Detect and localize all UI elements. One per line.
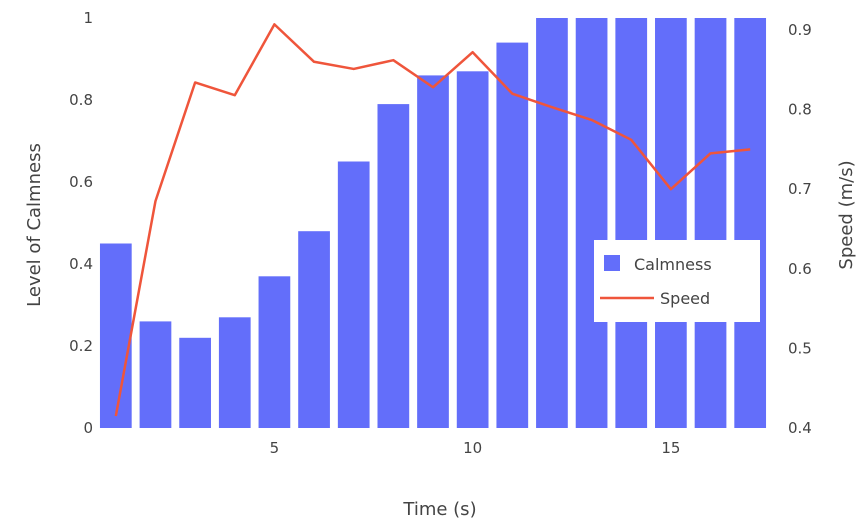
x-axis-title: Time (s) — [402, 499, 476, 520]
legend: Calmness Speed — [594, 240, 760, 322]
bar-calmness-13 — [575, 18, 608, 428]
bar-calmness-9 — [417, 75, 449, 429]
bar-calmness-16 — [694, 18, 727, 428]
y-axis-title: Level of Calmness — [24, 143, 45, 307]
y-axis-right: 0.4 0.5 0.6 0.7 0.8 0.9 — [788, 21, 812, 437]
calmness-bars — [99, 18, 767, 429]
bar-calmness-3 — [179, 337, 211, 428]
y2-tick-label: 0.8 — [788, 101, 812, 119]
y2-axis-title: Speed (m/s) — [836, 160, 857, 269]
y2-tick-label: 0.5 — [788, 339, 812, 357]
bar-calmness-11 — [496, 42, 529, 428]
speed-line-layer — [114, 23, 751, 417]
bar-calmness-14 — [615, 18, 648, 428]
y2-tick-label: 0.7 — [788, 180, 812, 198]
y-tick-label: 0.8 — [69, 91, 93, 109]
y2-tick-label: 0.9 — [788, 21, 812, 39]
legend-box — [594, 240, 760, 322]
y-tick-label: 0.6 — [69, 173, 93, 191]
bar-calmness-1 — [99, 243, 132, 428]
bar-calmness-8 — [377, 104, 410, 428]
bar-calmness-15 — [655, 18, 687, 428]
x-tick-label: 5 — [270, 439, 280, 457]
bar-calmness-5 — [258, 276, 291, 428]
y-tick-label: 0.2 — [69, 337, 93, 355]
y-tick-label: 1 — [83, 9, 93, 27]
bar-calmness-6 — [298, 231, 330, 428]
legend-swatch-calmness — [604, 255, 620, 271]
y2-tick-label: 0.4 — [788, 419, 812, 437]
bar-calmness-7 — [337, 161, 370, 428]
y-axis-left: 0 0.2 0.4 0.6 0.8 1 — [69, 9, 93, 437]
x-tick-label: 15 — [661, 439, 680, 457]
bar-calmness-2 — [139, 321, 172, 428]
y2-tick-label: 0.6 — [788, 260, 812, 278]
x-tick-label: 10 — [463, 439, 482, 457]
bar-calmness-17 — [734, 18, 767, 428]
bar-calmness-10 — [456, 71, 489, 429]
bar-calmness-12 — [536, 18, 568, 428]
y-tick-label: 0 — [83, 419, 93, 437]
bar-calmness-4 — [218, 317, 251, 428]
x-axis: 5 10 15 — [270, 439, 681, 457]
legend-label-speed: Speed — [660, 289, 710, 308]
y-tick-label: 0.4 — [69, 255, 93, 273]
speed-line — [114, 23, 751, 417]
legend-label-calmness: Calmness — [634, 255, 712, 274]
